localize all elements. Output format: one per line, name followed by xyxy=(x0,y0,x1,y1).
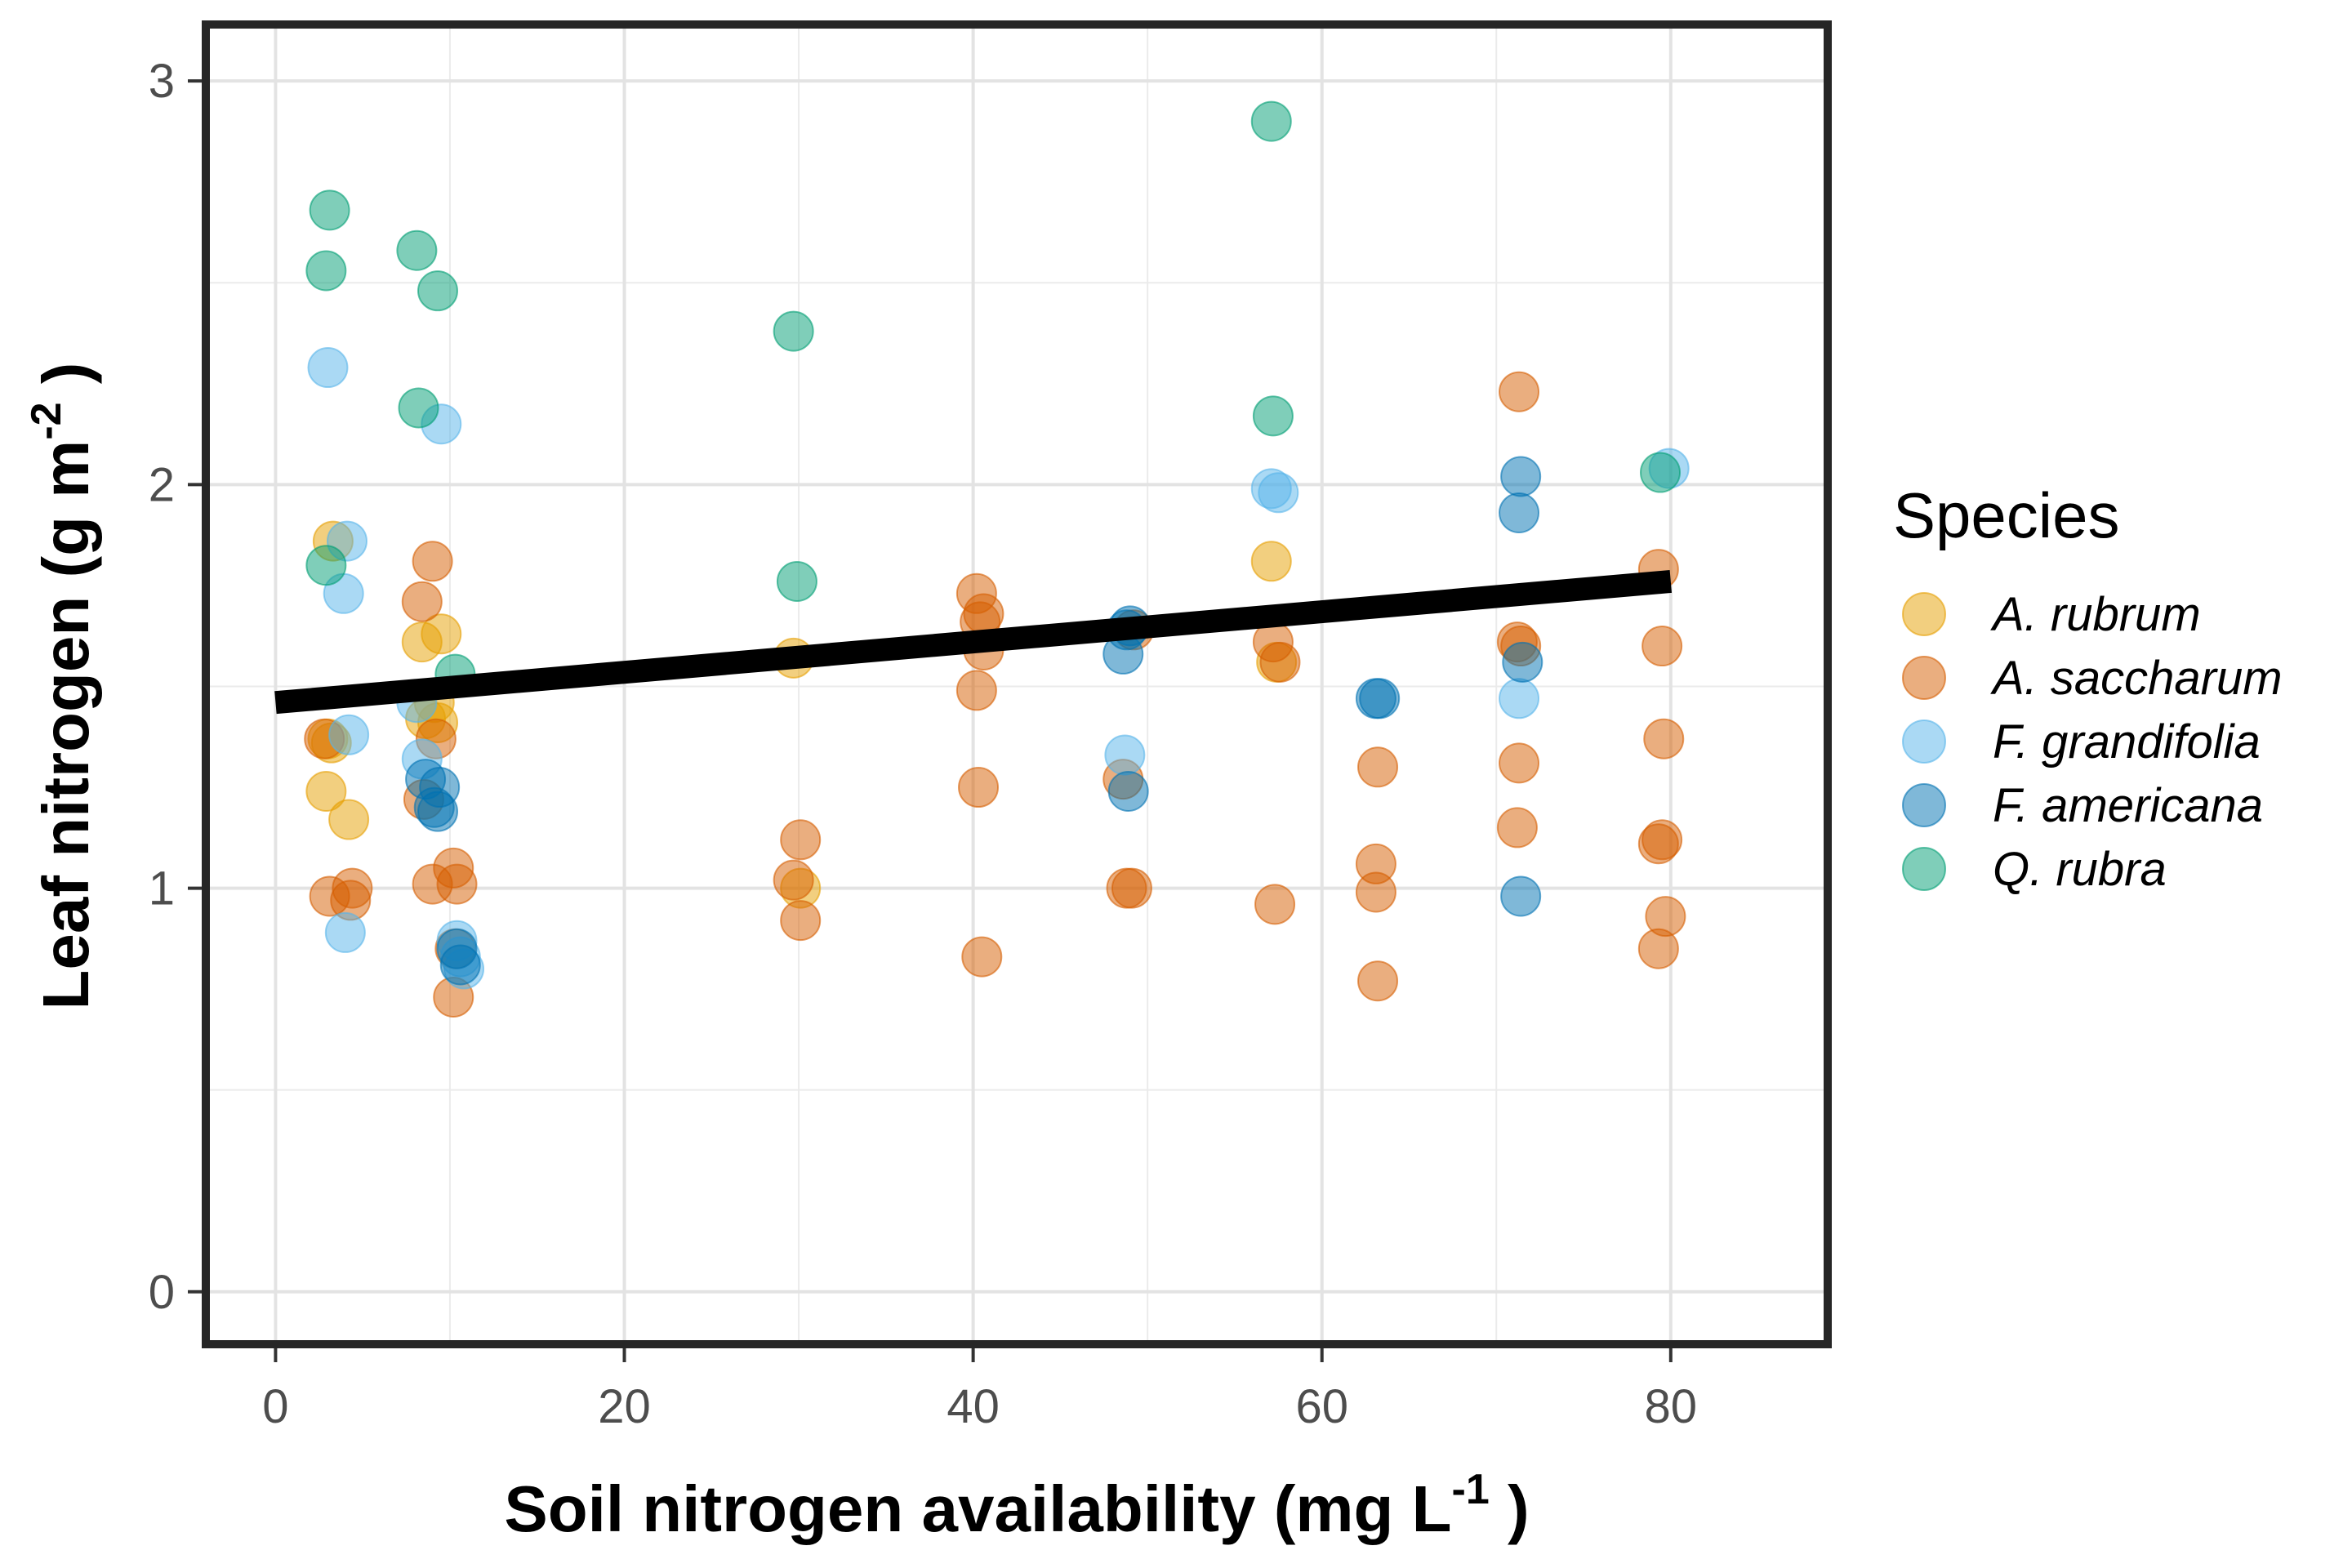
data-point xyxy=(1104,734,1146,776)
data-point xyxy=(1637,928,1679,969)
data-point xyxy=(324,911,366,953)
legend-label: F. americana xyxy=(1993,779,2263,832)
data-point xyxy=(412,541,453,582)
data-point xyxy=(1499,492,1540,533)
x-tick-label: 80 xyxy=(1645,1380,1698,1433)
data-point xyxy=(1357,960,1399,1002)
data-point xyxy=(1500,456,1542,497)
legend-label: F. grandifolia xyxy=(1993,715,2261,768)
data-point xyxy=(1499,371,1540,412)
y-tick-label: 1 xyxy=(149,862,175,915)
data-point xyxy=(1252,395,1294,437)
x-axis-title-superscript: -1 xyxy=(1452,1466,1490,1513)
data-point xyxy=(1254,884,1296,925)
y-tick-label: 3 xyxy=(149,55,175,108)
x-tick-label: 40 xyxy=(947,1380,1000,1433)
legend-key xyxy=(1902,783,1946,827)
x-tick-label: 0 xyxy=(262,1380,288,1433)
y-axis-title-main: Leaf nitrogen (g m xyxy=(29,440,102,1010)
data-point xyxy=(1500,875,1542,917)
legend-key xyxy=(1902,847,1946,891)
data-point xyxy=(436,863,478,905)
data-point xyxy=(1355,871,1396,913)
data-point xyxy=(401,581,443,622)
data-point xyxy=(1259,641,1301,683)
legend-title: Species xyxy=(1893,479,2120,551)
data-point xyxy=(773,859,814,901)
legend-key xyxy=(1902,656,1946,700)
data-point xyxy=(776,560,817,602)
data-point xyxy=(305,545,347,586)
data-point xyxy=(1111,867,1152,909)
data-point xyxy=(1359,678,1401,719)
trend-line xyxy=(274,570,1673,715)
x-axis-title-end: ) xyxy=(1490,1472,1530,1545)
data-point xyxy=(417,791,459,832)
data-point xyxy=(1258,472,1299,514)
y-axis-title-end: ) xyxy=(29,363,102,403)
data-point xyxy=(328,714,370,755)
y-tick-label: 0 xyxy=(149,1266,175,1319)
y-axis-title: Leaf nitrogen (g m-2 ) xyxy=(23,363,102,1010)
data-point xyxy=(961,936,1003,978)
data-point xyxy=(309,189,350,231)
data-point xyxy=(305,770,347,812)
data-point xyxy=(1357,746,1399,788)
data-point xyxy=(1107,770,1149,812)
data-point xyxy=(1642,819,1683,861)
data-point xyxy=(1502,641,1544,683)
data-point xyxy=(307,347,349,389)
legend-label: A. rubrum xyxy=(1990,588,2201,641)
data-point xyxy=(1639,452,1681,493)
x-axis-title-main: Soil nitrogen availability (mg L xyxy=(504,1472,1451,1545)
y-tick-label: 2 xyxy=(149,458,175,511)
y-axis-title-superscript: -2 xyxy=(23,402,70,439)
data-point xyxy=(956,670,997,711)
data-point xyxy=(398,387,439,429)
x-tick-label: 20 xyxy=(598,1380,651,1433)
data-point xyxy=(1496,807,1538,849)
x-tick-label: 60 xyxy=(1295,1380,1348,1433)
data-point xyxy=(1250,541,1292,582)
data-point xyxy=(396,229,438,271)
data-point xyxy=(780,819,822,861)
data-point xyxy=(1643,718,1685,760)
data-point xyxy=(963,593,1004,635)
legend: Species A. rubrum A. saccharum F. grandifo… xyxy=(1893,479,2283,896)
data-point xyxy=(1499,678,1540,719)
data-point xyxy=(421,613,462,655)
data-point xyxy=(328,799,370,840)
x-axis-title: Soil nitrogen availability (mg L-1 ) xyxy=(504,1466,1529,1545)
data-point xyxy=(417,270,459,312)
data-point xyxy=(958,767,1000,808)
data-point xyxy=(1499,742,1540,784)
legend-key xyxy=(1902,719,1946,764)
plot-border xyxy=(202,20,1832,1348)
legend-key xyxy=(1902,592,1946,636)
legend-label: A. saccharum xyxy=(1990,652,2283,705)
data-point xyxy=(1250,100,1292,142)
legend-label: Q. rubra xyxy=(1993,843,2167,896)
data-point xyxy=(773,310,814,352)
data-point xyxy=(439,944,481,986)
data-point xyxy=(305,250,347,292)
data-point xyxy=(780,900,822,942)
data-point xyxy=(1642,626,1683,667)
axis-ticks: 0 20 40 60 80 0 1 2 3 xyxy=(149,55,1697,1433)
data-points xyxy=(304,100,1690,1018)
